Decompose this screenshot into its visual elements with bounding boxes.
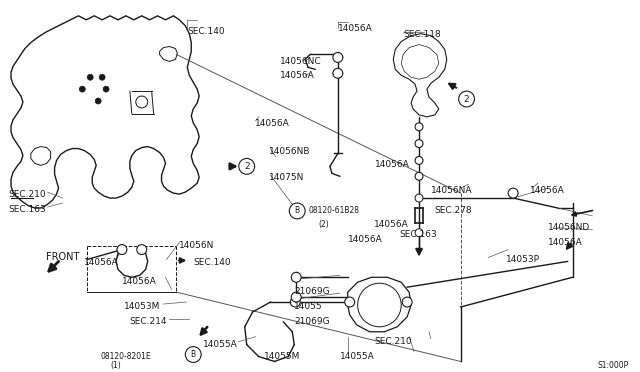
Text: SEC.118: SEC.118 (403, 30, 441, 39)
Text: 14056A: 14056A (280, 71, 315, 80)
Text: 14056NA: 14056NA (431, 186, 472, 195)
Circle shape (402, 297, 412, 307)
Circle shape (291, 272, 301, 282)
Text: 14056NC: 14056NC (280, 57, 322, 67)
Circle shape (333, 52, 343, 62)
Circle shape (87, 74, 93, 80)
Circle shape (345, 297, 355, 307)
Circle shape (136, 96, 148, 108)
Polygon shape (401, 45, 439, 79)
Polygon shape (159, 46, 177, 61)
Circle shape (289, 203, 305, 219)
Text: 14056ND: 14056ND (548, 223, 590, 232)
Polygon shape (394, 34, 447, 117)
Text: SEC.214: SEC.214 (130, 317, 168, 326)
Text: SEC.210: SEC.210 (374, 337, 412, 346)
Text: S1:000P: S1:000P (597, 362, 628, 371)
Text: 14056A: 14056A (122, 277, 157, 286)
Text: 14056A: 14056A (530, 186, 564, 195)
Text: 08120-8201E: 08120-8201E (100, 352, 151, 360)
Circle shape (103, 86, 109, 92)
Text: 2: 2 (464, 94, 469, 103)
Text: 14056A: 14056A (348, 235, 383, 244)
Circle shape (99, 74, 105, 80)
Text: 14056A: 14056A (338, 24, 372, 33)
Circle shape (415, 172, 423, 180)
Circle shape (415, 140, 423, 148)
Text: FRONT: FRONT (45, 251, 79, 262)
Circle shape (291, 297, 300, 307)
Text: 14053P: 14053P (506, 256, 540, 264)
Polygon shape (11, 16, 199, 208)
Circle shape (333, 68, 343, 78)
Circle shape (291, 292, 301, 302)
Polygon shape (348, 277, 411, 332)
Text: 14055: 14055 (294, 302, 323, 311)
Circle shape (508, 188, 518, 198)
Circle shape (415, 194, 423, 202)
Text: 14055A: 14055A (203, 340, 238, 349)
Circle shape (186, 347, 201, 362)
Text: 14056N: 14056N (179, 241, 215, 250)
Text: 14055M: 14055M (264, 352, 300, 360)
Text: 14056A: 14056A (374, 220, 408, 229)
Text: 14056A: 14056A (548, 238, 582, 247)
Text: 14055A: 14055A (340, 352, 374, 360)
Circle shape (117, 245, 127, 254)
Text: B: B (294, 206, 300, 215)
Circle shape (79, 86, 85, 92)
Text: 21069G: 21069G (294, 317, 330, 326)
Text: 08120-61B28: 08120-61B28 (308, 206, 359, 215)
Text: SEC.210: SEC.210 (8, 190, 45, 199)
Text: 14056NB: 14056NB (269, 147, 310, 155)
Circle shape (415, 229, 423, 237)
Circle shape (415, 123, 423, 131)
Text: 14056A: 14056A (374, 160, 409, 169)
Text: (1): (1) (110, 362, 121, 371)
Text: 14056A: 14056A (255, 119, 289, 128)
Text: 14053M: 14053M (124, 302, 160, 311)
Text: SEC.140: SEC.140 (193, 259, 231, 267)
Text: SEC.140: SEC.140 (188, 27, 225, 36)
Circle shape (358, 283, 401, 327)
Text: 14075N: 14075N (269, 173, 304, 182)
Text: 14056A: 14056A (84, 259, 119, 267)
Circle shape (415, 157, 423, 164)
Text: 2: 2 (244, 162, 250, 171)
Text: SEC.163: SEC.163 (8, 205, 46, 214)
Circle shape (137, 245, 147, 254)
Text: (2): (2) (318, 220, 329, 229)
Circle shape (459, 91, 474, 107)
Circle shape (95, 98, 101, 104)
Circle shape (239, 158, 255, 174)
Polygon shape (31, 147, 51, 166)
Text: SEC.278: SEC.278 (435, 206, 472, 215)
Text: SEC.163: SEC.163 (399, 230, 437, 239)
Text: 21069G: 21069G (294, 287, 330, 296)
Text: B: B (191, 350, 196, 359)
